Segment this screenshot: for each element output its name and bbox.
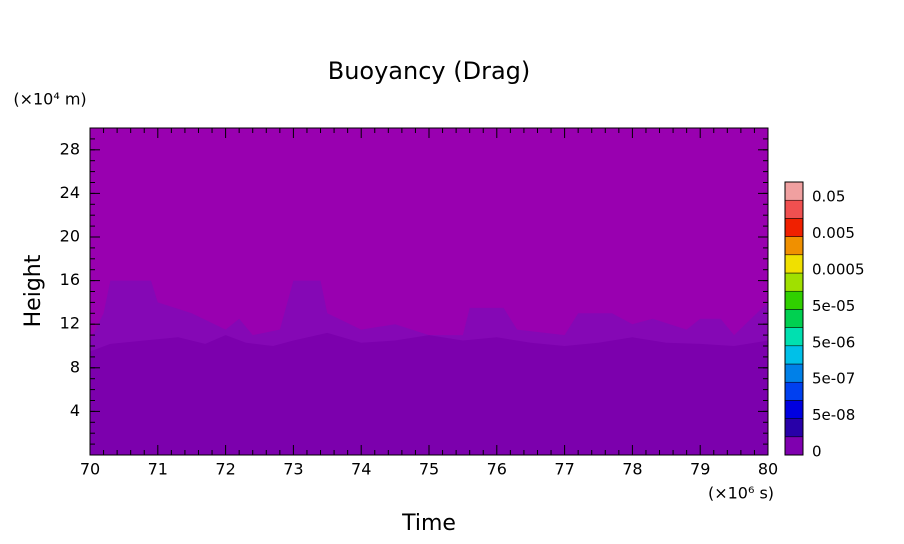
x-multiplier: (×10⁶ s) [708,484,774,503]
contour-region [90,332,768,455]
y-tick-label: 16 [60,270,80,289]
colorbar-frame [784,181,804,456]
x-tick-label: 70 [80,460,100,479]
y-tick-label: 4 [70,401,80,420]
colorbar-swatch [784,236,804,256]
colorbar-label: 0 [812,443,822,461]
y-tick-label: 20 [60,227,80,246]
y-tick-label: 28 [60,139,80,158]
x-tick-label: 73 [283,460,303,479]
colorbar-swatch [784,363,804,383]
colorbar-swatch [784,199,804,219]
x-tick-label: 79 [690,460,710,479]
y-multiplier: (×10⁴ m) [13,90,86,109]
x-axis-label: Time [401,511,456,536]
x-tick-label: 77 [554,460,574,479]
colorbar-swatch [784,254,804,274]
colorbar-swatch [784,309,804,328]
x-tick-label: 72 [215,460,235,479]
x-tick-label: 71 [148,460,168,479]
colorbar-label: 5e-05 [812,297,855,315]
y-tick-label: 8 [70,357,80,376]
chart-title: Buoyancy (Drag) [328,57,531,85]
colorbar-swatch [784,327,804,347]
colorbar-label: 5e-08 [812,406,855,424]
colorbar-swatch [784,345,804,365]
colorbar-swatch [784,418,804,438]
x-tick-label: 80 [758,460,778,479]
colorbar-swatch [784,272,804,292]
y-tick-label: 12 [60,314,80,333]
colorbar-label: 0.005 [812,224,855,242]
x-tick-label: 75 [419,460,439,479]
y-axis-label: Height [21,254,46,327]
colorbar-swatch [784,218,804,237]
colorbar-label: 0.05 [812,188,845,206]
colorbar-label: 5e-07 [812,370,855,388]
colorbar-swatch [784,181,804,201]
colorbar-swatch [784,436,804,456]
colorbar-label: 0.0005 [812,261,865,279]
colorbar-swatch [784,400,804,419]
colorbar-swatch [784,381,804,401]
x-tick-label: 78 [622,460,642,479]
y-tick-label: 24 [60,183,80,202]
x-tick-label: 76 [487,460,507,479]
colorbar-label: 5e-06 [812,333,855,351]
x-tick-label: 74 [351,460,371,479]
colorbar-swatch [784,290,804,310]
